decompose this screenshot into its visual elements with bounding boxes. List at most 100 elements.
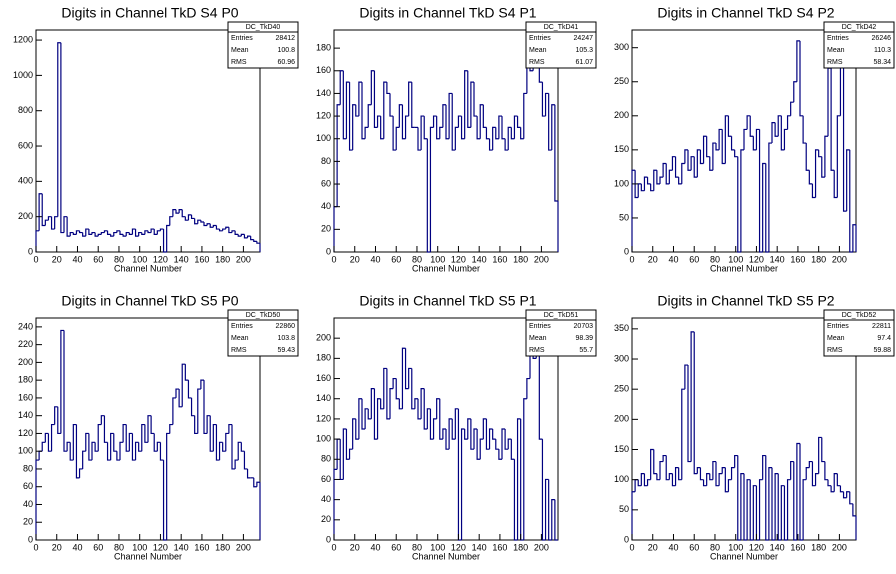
histogram-bin: [237, 234, 242, 237]
histogram-bin: [485, 418, 490, 450]
histogram-bin: [715, 143, 720, 151]
histogram-bin: [404, 348, 409, 390]
histogram-bin: [839, 485, 844, 493]
histogram-bin: [818, 436, 822, 474]
histogram-bin: [774, 122, 779, 137]
histogram-bin: [643, 473, 648, 487]
histogram-bin: [476, 116, 481, 140]
histogram-bin: [395, 126, 400, 151]
histogram-bin: [734, 149, 738, 158]
histogram-bin: [634, 170, 639, 199]
histogram-bin: [181, 363, 186, 407]
histogram-bin: [523, 398, 527, 540]
histogram-bin: [119, 230, 124, 235]
histogram-bin: [250, 236, 254, 241]
stats-label: Entries: [529, 35, 551, 42]
histogram-bin: [72, 423, 77, 461]
histogram-bin: [206, 223, 211, 226]
y-tick-label: 160: [316, 373, 331, 383]
stats-value: 105.3: [575, 47, 593, 54]
histogram-bin: [516, 418, 521, 540]
plot-frame: [333, 317, 559, 541]
histogram-bin: [824, 461, 828, 481]
histogram-bin: [190, 397, 195, 417]
stats-label: Entries: [827, 35, 849, 42]
histogram-bin: [643, 176, 648, 191]
y-tick-label: 0: [28, 534, 33, 544]
histogram-bin: [78, 468, 83, 478]
y-tick-label: 100: [614, 474, 629, 484]
x-tick-label: 180: [215, 542, 230, 552]
x-tick-label: 40: [370, 254, 380, 264]
histogram-bin: [153, 433, 158, 452]
histogram-bin: [408, 81, 412, 117]
histogram-bin: [367, 104, 372, 128]
histogram-bin: [128, 232, 133, 235]
histogram-bin: [821, 437, 825, 463]
histogram-bin: [103, 415, 108, 443]
histogram-bin: [35, 230, 40, 252]
histogram-bin: [389, 93, 394, 117]
histogram-bin: [849, 149, 853, 253]
histogram-bin: [253, 239, 257, 243]
histogram-bin: [200, 220, 204, 223]
histogram-bin: [187, 214, 192, 221]
histogram-bin: [771, 122, 776, 144]
histogram-bin: [846, 149, 850, 212]
y-tick-label: 100: [614, 178, 629, 188]
x-tick-label: 80: [114, 254, 124, 264]
stats-label: Entries: [529, 323, 551, 330]
histogram-bin: [538, 318, 543, 440]
histogram-bin: [432, 115, 437, 128]
histogram-bin: [476, 429, 481, 460]
histogram-bin: [175, 209, 180, 214]
x-tick-label: 200: [534, 542, 549, 552]
histogram-bin: [811, 183, 816, 199]
histogram-bin: [215, 225, 220, 230]
x-tick-label: 100: [728, 542, 743, 552]
x-tick-label: 60: [93, 254, 103, 264]
x-tick-label: 100: [430, 254, 445, 264]
y-tick-label: 800: [18, 105, 33, 115]
histogram-bin: [82, 232, 86, 237]
histogram-bin: [336, 104, 341, 207]
stats-label: RMS: [827, 59, 843, 66]
histogram-bin: [159, 228, 164, 231]
histogram-bin: [439, 398, 443, 440]
histogram-bin: [541, 82, 546, 117]
histogram-bin: [228, 227, 232, 234]
histogram-bin: [548, 479, 552, 541]
histogram-bin: [364, 408, 369, 429]
histogram-bin: [836, 115, 841, 198]
histogram-bin: [650, 183, 654, 192]
histogram-bin: [473, 82, 478, 117]
histogram-bin: [687, 149, 692, 171]
histogram-bin: [169, 216, 173, 226]
y-tick-label: 350: [614, 323, 629, 333]
histogram-bin: [827, 479, 832, 487]
histogram-bin: [237, 441, 242, 461]
histogram-bin: [178, 209, 183, 214]
x-tick-label: 20: [350, 542, 360, 552]
histogram-bin: [404, 115, 409, 139]
y-tick-label: 200: [614, 110, 629, 120]
histogram-bin: [659, 460, 664, 480]
histogram-bin: [417, 398, 422, 420]
stats-label: RMS: [231, 59, 247, 66]
x-tick-label: 140: [770, 254, 785, 264]
histogram-bin: [802, 479, 807, 540]
histogram-bin: [802, 115, 807, 144]
histogram-bin: [737, 455, 741, 541]
histogram-bin: [200, 379, 204, 390]
histogram-bin: [498, 449, 502, 460]
stats-value: 59.43: [277, 347, 295, 354]
histogram-bin: [408, 367, 412, 389]
histogram-bin: [442, 104, 446, 128]
histogram-bin: [811, 461, 816, 487]
histogram-bin: [852, 224, 856, 252]
histogram-bin: [411, 368, 415, 410]
x-tick-label: 0: [629, 254, 634, 264]
histogram-bin: [432, 418, 437, 440]
x-tick-label: 60: [689, 254, 699, 264]
histogram-bin: [662, 162, 667, 178]
